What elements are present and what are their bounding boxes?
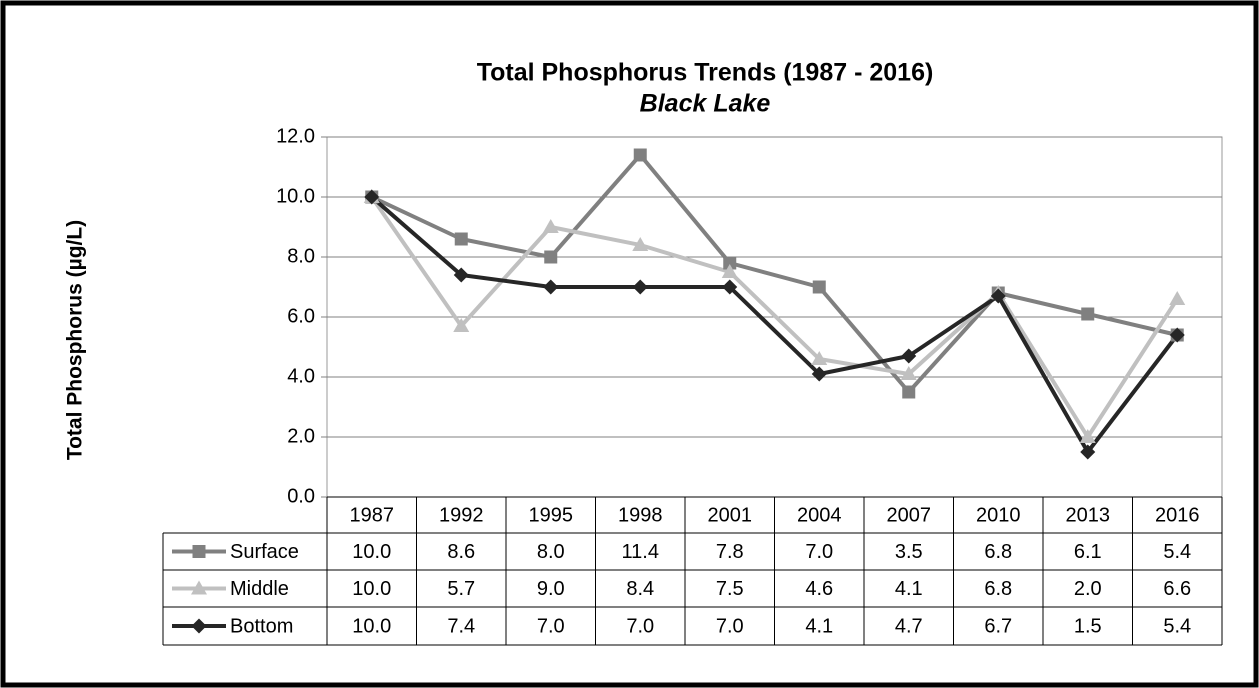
y-tick-label: 10.0: [276, 185, 315, 207]
marker: [364, 189, 380, 205]
table-value: 10.0: [352, 578, 391, 600]
x-tick-label: 2004: [797, 504, 842, 526]
marker: [453, 267, 469, 283]
marker: [900, 366, 917, 380]
table-value: 5.4: [1163, 615, 1191, 637]
marker: [723, 256, 737, 270]
marker: [902, 385, 916, 399]
legend-label: Middle: [230, 578, 289, 600]
table-value: 9.0: [537, 578, 565, 600]
table-value: 2.0: [1074, 578, 1102, 600]
marker: [632, 279, 648, 295]
marker: [191, 618, 207, 634]
table-value: 7.5: [716, 578, 744, 600]
table-value: 8.4: [626, 578, 654, 600]
table-value: 7.0: [626, 615, 654, 637]
table-value: 4.1: [895, 578, 923, 600]
series-line: [370, 153, 1178, 394]
chart-title: Total Phosphorus Trends (1987 - 2016): [477, 59, 934, 87]
x-tick-label: 2001: [708, 504, 753, 526]
table-value: 6.8: [984, 541, 1012, 563]
marker: [722, 279, 738, 295]
x-tick-label: 1998: [618, 504, 663, 526]
marker: [454, 232, 468, 246]
marker: [1081, 307, 1095, 321]
table-value: 6.8: [984, 578, 1012, 600]
marker: [812, 280, 826, 294]
table-value: 7.8: [716, 541, 744, 563]
x-tick-label: 2010: [976, 504, 1021, 526]
marker: [1169, 327, 1185, 343]
table-value: 7.0: [537, 615, 565, 637]
y-tick-label: 2.0: [287, 425, 315, 447]
y-tick-label: 12.0: [276, 125, 315, 147]
chart-subtitle: Black Lake: [640, 90, 771, 118]
table-value: 5.4: [1163, 541, 1191, 563]
table-value: 6.6: [1163, 578, 1191, 600]
table-value: 10.0: [352, 541, 391, 563]
table-value: 6.7: [984, 615, 1012, 637]
series-line: [370, 195, 1179, 454]
x-tick-label: 2007: [887, 504, 932, 526]
table-value: 3.5: [895, 541, 923, 563]
series-line: [370, 195, 1179, 439]
marker: [1079, 429, 1096, 443]
legend-label: Bottom: [230, 615, 293, 637]
marker: [544, 250, 558, 264]
table-value: 6.1: [1074, 541, 1102, 563]
y-tick-label: 8.0: [287, 245, 315, 267]
table-value: 4.1: [805, 615, 833, 637]
x-tick-label: 2016: [1155, 504, 1200, 526]
y-tick-label: 6.0: [287, 305, 315, 327]
table-value: 7.4: [447, 615, 475, 637]
table-value: 4.7: [895, 615, 923, 637]
x-tick-label: 1987: [350, 504, 395, 526]
y-tick-label: 4.0: [287, 365, 315, 387]
y-axis-label: Total Phosphorus (µg/L): [64, 220, 87, 460]
table-value: 5.7: [447, 578, 475, 600]
marker: [192, 545, 206, 558]
table-value: 10.0: [352, 615, 391, 637]
marker: [191, 580, 207, 595]
marker: [721, 264, 738, 278]
marker: [811, 351, 828, 365]
table-value: 11.4: [622, 541, 659, 563]
marker: [1080, 444, 1096, 460]
table-value: 7.0: [716, 615, 744, 637]
table-value: 8.6: [447, 541, 475, 563]
marker: [633, 148, 647, 162]
table-value: 1.5: [1074, 615, 1102, 637]
marker: [901, 348, 917, 364]
table-value: 4.6: [805, 578, 833, 600]
marker: [1169, 291, 1186, 305]
x-tick-label: 1992: [439, 504, 484, 526]
marker: [453, 318, 470, 332]
legend-label: Surface: [230, 541, 299, 563]
table-value: 7.0: [805, 541, 833, 563]
y-tick-label: 0.0: [287, 485, 315, 507]
marker: [811, 366, 827, 382]
marker: [542, 219, 559, 233]
table-value: 8.0: [537, 541, 565, 563]
marker: [543, 279, 559, 295]
x-tick-label: 2013: [1066, 504, 1111, 526]
marker: [990, 288, 1006, 304]
x-tick-label: 1995: [529, 504, 574, 526]
marker: [632, 237, 649, 251]
